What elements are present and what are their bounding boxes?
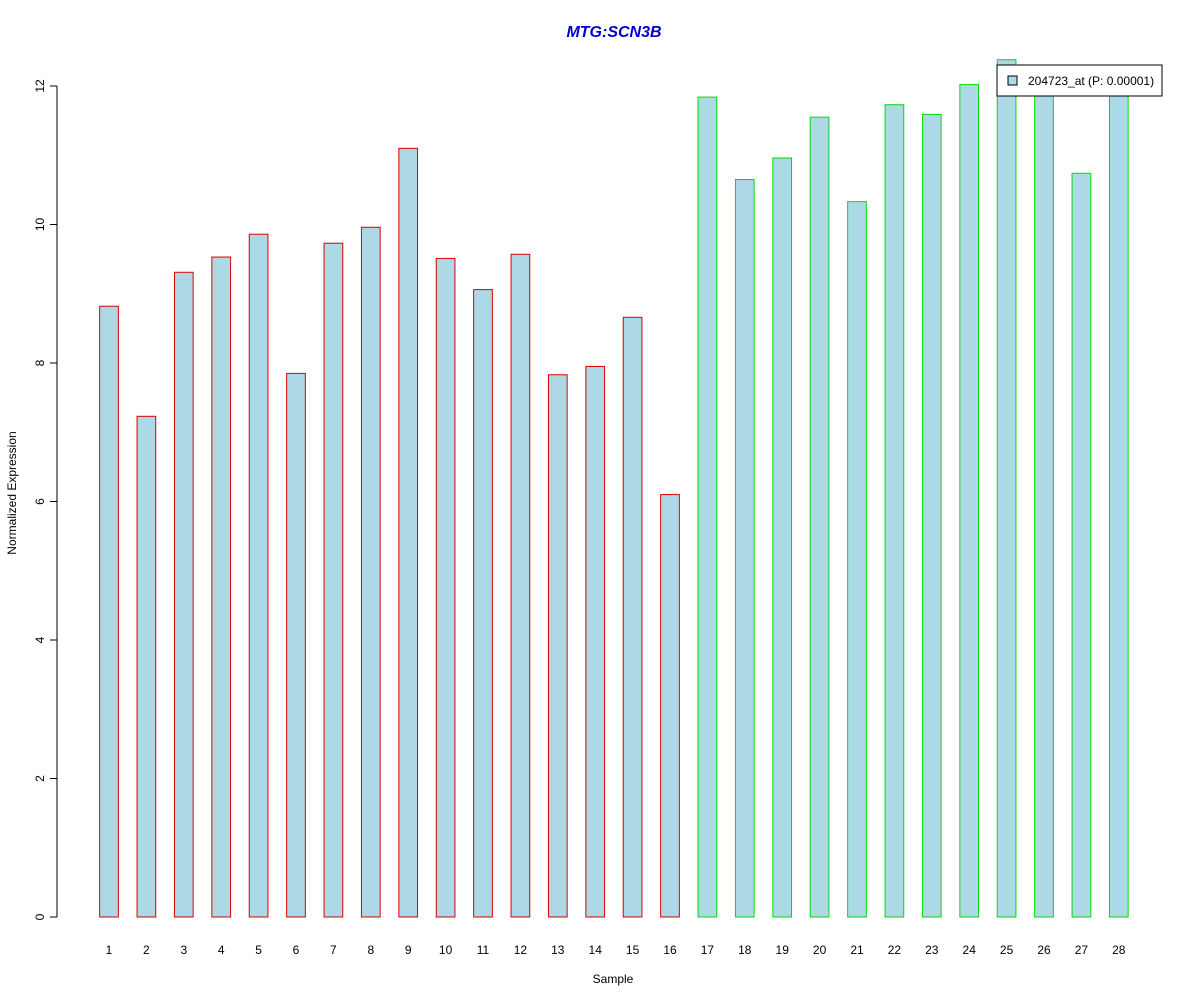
x-tick-label: 13 xyxy=(551,943,565,957)
bar-sample-9 xyxy=(398,147,419,918)
x-tick-label: 8 xyxy=(367,943,374,957)
bar-sample-28 xyxy=(1108,88,1129,918)
x-tick-label: 15 xyxy=(626,943,640,957)
bar-sample-12 xyxy=(510,253,531,918)
x-tick-label: 1 xyxy=(106,943,113,957)
x-tick-label: 5 xyxy=(255,943,262,957)
bar-sample-21 xyxy=(847,201,867,918)
y-axis: 0 2 4 6 8 10 12 xyxy=(33,79,58,920)
x-tick-label: 6 xyxy=(293,943,300,957)
bar-sample-18 xyxy=(734,178,755,918)
legend-box xyxy=(996,64,1163,97)
x-tick-label: 10 xyxy=(439,943,453,957)
x-tick-label: 25 xyxy=(1000,943,1014,957)
bar-sample-11 xyxy=(473,289,493,918)
x-tick-label: 27 xyxy=(1075,943,1089,957)
x-axis: 1 2 3 4 5 6 7 8 9 10 11 12 13 14 15 16 17 18 19 20 21 22 23 24 2… xyxy=(106,943,1126,957)
x-tick-label: 7 xyxy=(330,943,337,957)
bar-sample-20 xyxy=(809,116,830,918)
bar-sample-26 xyxy=(1034,88,1054,918)
chart-title: MTG:SCN3B xyxy=(566,24,661,41)
bar-sample-5 xyxy=(248,233,269,918)
x-tick-label: 18 xyxy=(738,943,752,957)
x-tick-label: 12 xyxy=(514,943,528,957)
y-tick-label: 10 xyxy=(33,218,47,232)
bar-sample-19 xyxy=(772,157,793,918)
bar-sample-16 xyxy=(660,494,680,918)
x-tick-label: 20 xyxy=(813,943,827,957)
y-tick-label: 6 xyxy=(33,498,47,505)
x-tick-label: 11 xyxy=(477,943,490,957)
bar-sample-17 xyxy=(697,96,718,918)
bar-sample-8 xyxy=(360,226,381,918)
x-tick-label: 23 xyxy=(925,943,939,957)
bar-sample-23 xyxy=(921,113,942,918)
bar-sample-6 xyxy=(286,372,306,918)
x-tick-label: 19 xyxy=(776,943,790,957)
x-tick-label: 16 xyxy=(663,943,677,957)
y-axis-title: Normalized Expression xyxy=(5,431,19,554)
y-tick-label: 8 xyxy=(33,359,47,366)
bar-sample-1 xyxy=(99,305,119,918)
x-tick-label: 4 xyxy=(218,943,225,957)
x-tick-label: 9 xyxy=(405,943,412,957)
x-tick-label: 17 xyxy=(701,943,715,957)
legend-swatch xyxy=(1007,75,1018,86)
bar-sample-3 xyxy=(173,271,194,918)
y-tick-label: 12 xyxy=(33,79,47,93)
bar-sample-22 xyxy=(884,104,905,918)
x-tick-label: 22 xyxy=(888,943,902,957)
bar-sample-7 xyxy=(323,242,344,918)
legend: 204723_at (P: 0.00001) xyxy=(996,64,1163,97)
bar-sample-25 xyxy=(996,59,1017,918)
bar-sample-27 xyxy=(1071,172,1092,918)
bar-sample-10 xyxy=(435,257,456,918)
bar-sample-24 xyxy=(959,84,980,918)
bar-sample-4 xyxy=(211,256,232,918)
bar-sample-13 xyxy=(547,374,568,918)
bar-sample-2 xyxy=(136,415,157,918)
x-tick-label: 21 xyxy=(850,943,864,957)
y-tick-label: 4 xyxy=(33,636,47,643)
bar-sample-15 xyxy=(622,316,643,918)
bars xyxy=(99,59,1129,918)
x-tick-label: 2 xyxy=(143,943,150,957)
x-tick-label: 3 xyxy=(180,943,187,957)
x-tick-label: 14 xyxy=(589,943,603,957)
bar-sample-14 xyxy=(585,365,606,918)
x-axis-title: Sample xyxy=(593,972,634,986)
y-tick-label: 0 xyxy=(33,913,47,920)
x-tick-label: 26 xyxy=(1037,943,1051,957)
x-tick-label: 28 xyxy=(1112,943,1126,957)
y-tick-label: 2 xyxy=(33,775,47,782)
legend-label: 204723_at (P: 0.00001) xyxy=(1028,74,1154,88)
x-tick-label: 24 xyxy=(963,943,977,957)
